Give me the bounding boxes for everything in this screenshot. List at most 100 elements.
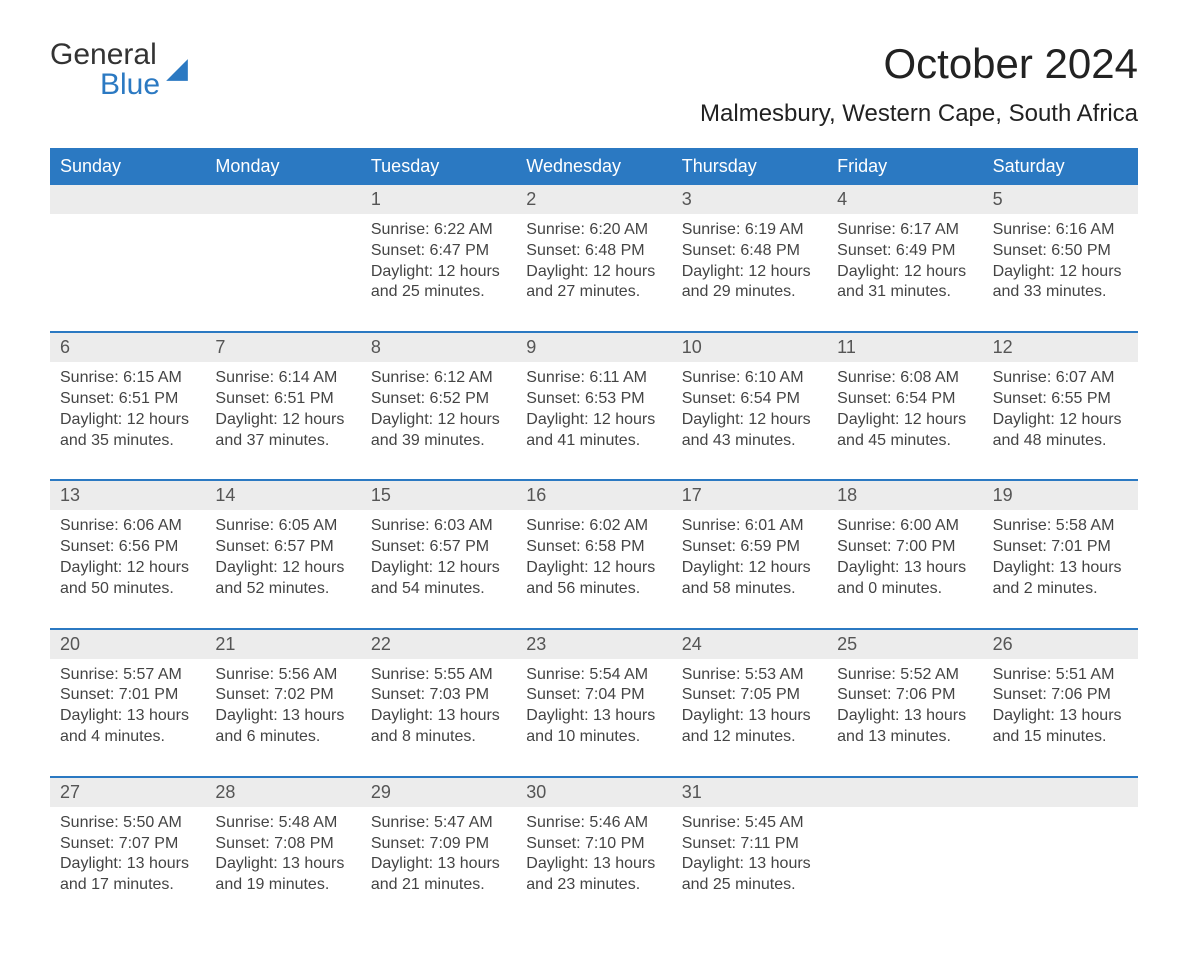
sunrise-text: Sunrise: 5:53 AM xyxy=(682,665,817,686)
daylight2-text: and 39 minutes. xyxy=(371,431,506,452)
daylight1-text: Daylight: 12 hours xyxy=(526,410,661,431)
sunrise-text: Sunrise: 5:54 AM xyxy=(526,665,661,686)
day-cell: Sunrise: 6:14 AMSunset: 6:51 PMDaylight:… xyxy=(205,362,360,479)
day-number: 9 xyxy=(516,333,671,362)
sunset-text: Sunset: 6:54 PM xyxy=(682,389,817,410)
daynum-row: 13141516171819 xyxy=(50,481,1138,510)
day-cell: Sunrise: 6:11 AMSunset: 6:53 PMDaylight:… xyxy=(516,362,671,479)
sunrise-text: Sunrise: 5:47 AM xyxy=(371,813,506,834)
daylight2-text: and 12 minutes. xyxy=(682,727,817,748)
logo-general: General xyxy=(50,40,160,70)
week-row: 20212223242526Sunrise: 5:57 AMSunset: 7:… xyxy=(50,628,1138,776)
daynum-row: 2728293031 xyxy=(50,778,1138,807)
day-cell: Sunrise: 6:03 AMSunset: 6:57 PMDaylight:… xyxy=(361,510,516,627)
day-cell: Sunrise: 6:10 AMSunset: 6:54 PMDaylight:… xyxy=(672,362,827,479)
sunset-text: Sunset: 7:04 PM xyxy=(526,685,661,706)
day-number: 25 xyxy=(827,630,982,659)
week-row: 12345Sunrise: 6:22 AMSunset: 6:47 PMDayl… xyxy=(50,185,1138,331)
daylight2-text: and 17 minutes. xyxy=(60,875,195,896)
day-number: 4 xyxy=(827,185,982,214)
day-cell: Sunrise: 5:51 AMSunset: 7:06 PMDaylight:… xyxy=(983,659,1138,776)
day-cell: Sunrise: 5:56 AMSunset: 7:02 PMDaylight:… xyxy=(205,659,360,776)
day-cell: Sunrise: 5:50 AMSunset: 7:07 PMDaylight:… xyxy=(50,807,205,924)
sunset-text: Sunset: 6:59 PM xyxy=(682,537,817,558)
sunset-text: Sunset: 6:57 PM xyxy=(215,537,350,558)
day-cell: Sunrise: 6:02 AMSunset: 6:58 PMDaylight:… xyxy=(516,510,671,627)
day-number: 24 xyxy=(672,630,827,659)
day-number: 16 xyxy=(516,481,671,510)
daylight1-text: Daylight: 13 hours xyxy=(993,558,1128,579)
daynum-row: 20212223242526 xyxy=(50,630,1138,659)
daylight2-text: and 25 minutes. xyxy=(371,282,506,303)
sunset-text: Sunset: 7:01 PM xyxy=(60,685,195,706)
daylight2-text: and 19 minutes. xyxy=(215,875,350,896)
logo-sail-icon xyxy=(164,57,190,83)
day-cell: Sunrise: 5:45 AMSunset: 7:11 PMDaylight:… xyxy=(672,807,827,924)
daylight1-text: Daylight: 12 hours xyxy=(371,262,506,283)
week-row: 2728293031Sunrise: 5:50 AMSunset: 7:07 P… xyxy=(50,776,1138,924)
sunset-text: Sunset: 6:57 PM xyxy=(371,537,506,558)
sunrise-text: Sunrise: 5:48 AM xyxy=(215,813,350,834)
day-number: 13 xyxy=(50,481,205,510)
sunset-text: Sunset: 7:02 PM xyxy=(215,685,350,706)
logo: General Blue xyxy=(50,40,190,100)
daylight2-text: and 29 minutes. xyxy=(682,282,817,303)
location: Malmesbury, Western Cape, South Africa xyxy=(700,100,1138,128)
daylight1-text: Daylight: 12 hours xyxy=(60,410,195,431)
daylight2-text: and 4 minutes. xyxy=(60,727,195,748)
daynum-row: 6789101112 xyxy=(50,333,1138,362)
sunrise-text: Sunrise: 5:55 AM xyxy=(371,665,506,686)
daylight1-text: Daylight: 12 hours xyxy=(215,410,350,431)
day-cell: Sunrise: 6:00 AMSunset: 7:00 PMDaylight:… xyxy=(827,510,982,627)
daylight2-text: and 37 minutes. xyxy=(215,431,350,452)
sunrise-text: Sunrise: 5:46 AM xyxy=(526,813,661,834)
daynum-row: 12345 xyxy=(50,185,1138,214)
sunset-text: Sunset: 6:55 PM xyxy=(993,389,1128,410)
daylight2-text: and 33 minutes. xyxy=(993,282,1128,303)
sunrise-text: Sunrise: 5:58 AM xyxy=(993,516,1128,537)
day-cell: Sunrise: 6:05 AMSunset: 6:57 PMDaylight:… xyxy=(205,510,360,627)
day-number xyxy=(983,778,1138,807)
daylight2-text: and 23 minutes. xyxy=(526,875,661,896)
sunrise-text: Sunrise: 6:10 AM xyxy=(682,368,817,389)
day-number xyxy=(205,185,360,214)
daylight1-text: Daylight: 12 hours xyxy=(60,558,195,579)
daylight2-text: and 6 minutes. xyxy=(215,727,350,748)
daylight1-text: Daylight: 12 hours xyxy=(837,262,972,283)
sunrise-text: Sunrise: 6:15 AM xyxy=(60,368,195,389)
daylight1-text: Daylight: 13 hours xyxy=(526,706,661,727)
daylight1-text: Daylight: 12 hours xyxy=(682,558,817,579)
sunset-text: Sunset: 6:50 PM xyxy=(993,241,1128,262)
day-header-wed: Wednesday xyxy=(516,148,671,185)
daylight1-text: Daylight: 13 hours xyxy=(837,706,972,727)
daylight2-text: and 45 minutes. xyxy=(837,431,972,452)
day-number xyxy=(827,778,982,807)
daylight1-text: Daylight: 12 hours xyxy=(371,410,506,431)
day-headers: Sunday Monday Tuesday Wednesday Thursday… xyxy=(50,148,1138,185)
sunset-text: Sunset: 7:10 PM xyxy=(526,834,661,855)
daylight2-text: and 58 minutes. xyxy=(682,579,817,600)
header: General Blue October 2024 Malmesbury, We… xyxy=(50,40,1138,140)
daylight2-text: and 56 minutes. xyxy=(526,579,661,600)
day-cell: Sunrise: 6:12 AMSunset: 6:52 PMDaylight:… xyxy=(361,362,516,479)
logo-blue: Blue xyxy=(100,70,160,100)
day-cell: Sunrise: 5:46 AMSunset: 7:10 PMDaylight:… xyxy=(516,807,671,924)
month-title: October 2024 xyxy=(700,40,1138,88)
day-cell: Sunrise: 5:58 AMSunset: 7:01 PMDaylight:… xyxy=(983,510,1138,627)
sunrise-text: Sunrise: 5:57 AM xyxy=(60,665,195,686)
sunrise-text: Sunrise: 6:02 AM xyxy=(526,516,661,537)
day-number: 31 xyxy=(672,778,827,807)
day-number: 22 xyxy=(361,630,516,659)
daylight2-text: and 13 minutes. xyxy=(837,727,972,748)
daylight1-text: Daylight: 12 hours xyxy=(682,410,817,431)
daylight2-text: and 25 minutes. xyxy=(682,875,817,896)
daylight2-text: and 21 minutes. xyxy=(371,875,506,896)
sunset-text: Sunset: 6:51 PM xyxy=(215,389,350,410)
day-number: 18 xyxy=(827,481,982,510)
daylight2-text: and 2 minutes. xyxy=(993,579,1128,600)
day-header-thu: Thursday xyxy=(672,148,827,185)
day-number: 27 xyxy=(50,778,205,807)
daylight1-text: Daylight: 13 hours xyxy=(215,854,350,875)
daylight1-text: Daylight: 13 hours xyxy=(371,854,506,875)
day-number: 3 xyxy=(672,185,827,214)
